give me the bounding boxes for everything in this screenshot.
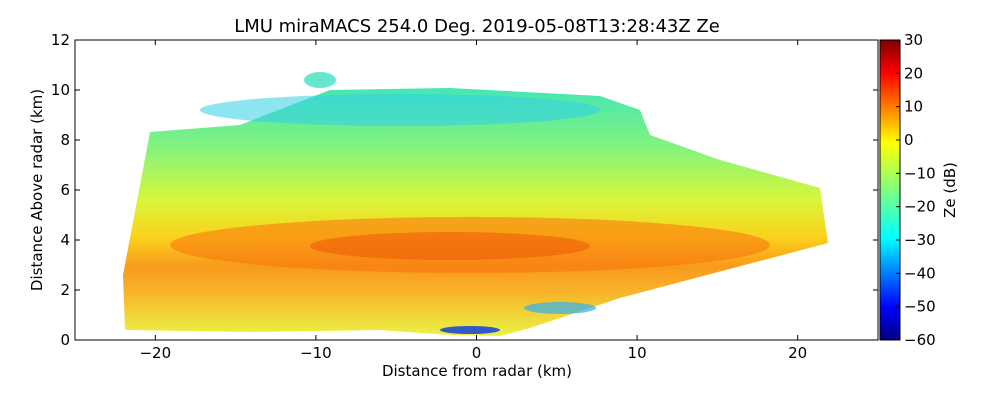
x-axis-ticks: −20 −10 0 10 20 bbox=[139, 40, 807, 362]
colorbar-label: Ze (dB) bbox=[941, 162, 959, 218]
bright-band-core bbox=[310, 232, 590, 260]
colorbar-tick-label: −50 bbox=[904, 298, 936, 316]
y-tick-label: 12 bbox=[51, 31, 70, 49]
colorbar-tick-label: −20 bbox=[904, 198, 936, 216]
colorbar-tick-label: −40 bbox=[904, 264, 936, 282]
chart-title: LMU miraMACS 254.0 Deg. 2019-05-08T13:28… bbox=[234, 16, 720, 37]
colorbar-tick-label: 0 bbox=[904, 131, 914, 149]
scan-region bbox=[123, 88, 828, 336]
low-cyan-echo bbox=[524, 302, 596, 314]
colorbar-tick-label: 30 bbox=[904, 31, 923, 49]
colorbar-tick-label: −30 bbox=[904, 231, 936, 249]
y-axis-label: Distance Above radar (km) bbox=[28, 89, 46, 291]
colorbar-tick-label: −10 bbox=[904, 164, 936, 182]
x-tick-label: 0 bbox=[472, 344, 482, 362]
y-tick-label: 4 bbox=[60, 231, 70, 249]
colorbar-tick-label: 10 bbox=[904, 98, 923, 116]
reflectivity-field bbox=[123, 72, 828, 336]
colorbar bbox=[879, 39, 901, 341]
y-tick-label: 6 bbox=[60, 181, 70, 199]
x-tick-label: −20 bbox=[139, 344, 171, 362]
x-tick-label: −10 bbox=[300, 344, 332, 362]
y-tick-label: 10 bbox=[51, 81, 70, 99]
y-tick-label: 0 bbox=[60, 331, 70, 349]
low-blue-echo bbox=[440, 326, 500, 334]
x-axis-label: Distance from radar (km) bbox=[382, 362, 572, 380]
colorbar-ticks: −60 −50 −40 −30 −20 −10 0 10 20 30 bbox=[896, 31, 936, 349]
bright-band bbox=[170, 217, 770, 273]
upper-cloud-layer bbox=[200, 94, 600, 126]
colorbar-tick-label: −60 bbox=[904, 331, 936, 349]
y-tick-label: 2 bbox=[60, 281, 70, 299]
x-tick-label: 20 bbox=[788, 344, 807, 362]
colorbar-tick-label: 20 bbox=[904, 64, 923, 82]
x-tick-label: 10 bbox=[628, 344, 647, 362]
top-cloud-wisp bbox=[304, 72, 336, 88]
y-axis-ticks: 0 2 4 6 8 10 12 bbox=[51, 31, 878, 349]
y-tick-label: 8 bbox=[60, 131, 70, 149]
